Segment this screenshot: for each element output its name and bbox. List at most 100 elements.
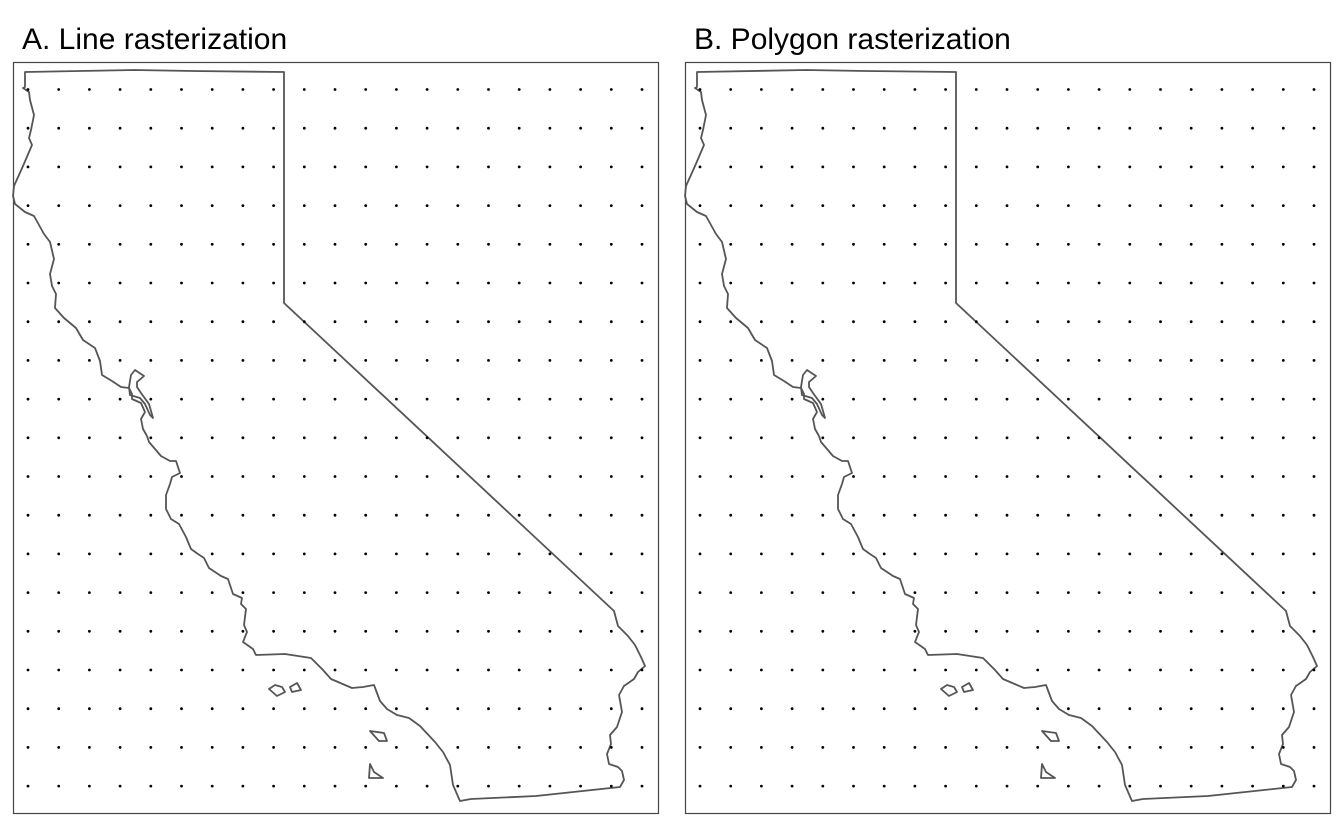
cell-center-dot: [1281, 668, 1285, 672]
cell-center-dot: [852, 591, 855, 594]
cell-center-dot: [579, 165, 582, 169]
cell-center-dot: [1036, 784, 1040, 788]
cell-center-dot: [456, 320, 460, 324]
cell-center-dot: [913, 707, 917, 711]
cell-center-dot: [57, 397, 61, 401]
cell-center-dot: [487, 88, 490, 91]
cell-center-dot: [1312, 242, 1316, 246]
cell-center-dot: [149, 281, 153, 285]
cell-center-dot: [57, 668, 61, 672]
cell-center-dot: [1251, 359, 1254, 362]
cell-center-dot: [333, 784, 337, 788]
cell-center-dot: [852, 359, 855, 362]
cell-center-dot: [1251, 591, 1254, 594]
cell-center-dot: [241, 475, 245, 478]
cell-center-dot: [1005, 475, 1009, 478]
cell-center-dot: [210, 204, 214, 208]
cell-center-dot: [26, 513, 30, 517]
cell-center-dot: [1067, 629, 1070, 633]
cell-center-dot: [517, 320, 521, 324]
cell-center-dot: [395, 475, 398, 478]
cell-center-dot: [913, 242, 917, 246]
cell-center-dot: [640, 784, 644, 788]
cell-center-dot: [1251, 475, 1254, 478]
cell-center-dot: [180, 629, 183, 633]
cell-center-dot: [760, 242, 763, 246]
cell-center-dot: [1128, 475, 1132, 478]
cell-center-dot: [821, 668, 825, 672]
cell-center-dot: [852, 320, 855, 324]
cell-center-dot: [1159, 746, 1162, 749]
cell-center-dot: [364, 629, 368, 633]
cell-center-dot: [456, 359, 460, 362]
cell-center-dot: [333, 629, 337, 633]
cell-center-dot: [1220, 397, 1224, 401]
cell-center-dot: [1067, 165, 1070, 169]
cell-center-dot: [241, 359, 245, 362]
cell-center-dot: [180, 242, 183, 246]
cell-center-dot: [302, 629, 306, 633]
cell-center-dot: [640, 513, 644, 517]
cell-center-dot: [1281, 513, 1285, 517]
cell-center-dot: [1159, 88, 1162, 91]
cell-center-dot: [1097, 88, 1101, 91]
cell-center-dot: [1128, 88, 1132, 91]
panel-b-frame: [684, 61, 1332, 815]
cell-center-dot: [395, 242, 398, 246]
cell-center-dot: [1097, 242, 1101, 246]
cell-center-dot: [333, 552, 337, 556]
cell-center-dot: [821, 204, 825, 208]
cell-center-dot: [1251, 552, 1254, 556]
cell-center-dot: [974, 204, 978, 208]
cell-center-dot: [180, 746, 183, 749]
cell-center-dot: [302, 746, 306, 749]
cell-center-dot: [944, 88, 947, 91]
cell-center-dot: [821, 475, 825, 478]
cell-center-dot: [1220, 204, 1224, 208]
cell-center-dot: [395, 552, 398, 556]
cell-center-dot: [1189, 436, 1193, 440]
cell-center-dot: [944, 552, 947, 556]
cell-center-dot: [364, 475, 368, 478]
cell-center-dot: [302, 88, 306, 91]
cell-center-dot: [1251, 707, 1254, 711]
cell-center-dot: [88, 784, 91, 788]
cell-center-dot: [579, 204, 582, 208]
cell-center-dot: [790, 88, 794, 91]
cell-center-dot: [974, 475, 978, 478]
cell-center-dot: [1067, 88, 1070, 91]
cell-center-dot: [609, 784, 613, 788]
cell-center-dot: [456, 204, 460, 208]
cell-center-dot: [118, 165, 122, 169]
cell-center-dot: [944, 707, 947, 711]
cell-center-dot: [241, 397, 245, 401]
cell-center-dot: [57, 746, 61, 749]
cell-center-dot: [517, 784, 521, 788]
cell-center-dot: [974, 320, 978, 324]
cell-center-dot: [790, 320, 794, 324]
cell-center-dot: [1312, 126, 1316, 130]
cell-center-dot: [790, 707, 794, 711]
cell-center-dot: [88, 436, 91, 440]
cell-center-dot: [210, 281, 214, 285]
cell-center-dot: [517, 204, 521, 208]
cell-center-dot: [1312, 165, 1316, 169]
cell-center-dot: [1128, 784, 1132, 788]
cell-center-dot: [487, 629, 490, 633]
cell-center-dot: [456, 281, 460, 285]
cell-center-dot: [1067, 707, 1070, 711]
cell-center-dot: [487, 668, 490, 672]
cell-center-dot: [364, 320, 368, 324]
cell-center-dot: [1312, 629, 1316, 633]
cell-center-dot: [118, 88, 122, 91]
cell-center-dot: [1189, 475, 1193, 478]
cell-center-dot: [1005, 320, 1009, 324]
cell-center-dot: [149, 242, 153, 246]
cell-center-dot: [1220, 629, 1224, 633]
cell-center-dot: [579, 707, 582, 711]
cell-center-dot: [913, 746, 917, 749]
cell-center-dot: [882, 359, 886, 362]
cell-center-dot: [1097, 552, 1101, 556]
panel-a-title: A. Line rasterization: [22, 23, 288, 56]
cell-center-dot: [57, 436, 61, 440]
